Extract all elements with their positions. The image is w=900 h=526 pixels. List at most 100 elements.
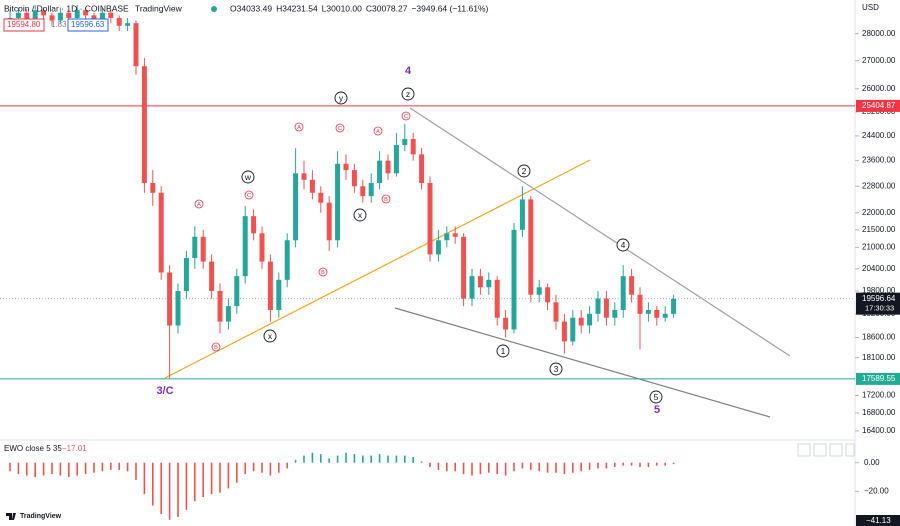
- histogram-bar: [412, 457, 414, 463]
- histogram-bar: [194, 462, 196, 502]
- y-tick-label: 17200.00: [862, 391, 896, 400]
- y-tick-label: 20400.00: [862, 264, 896, 273]
- candle-body: [125, 23, 131, 26]
- histogram-bar: [126, 462, 129, 472]
- button[interactable]: [797, 443, 811, 457]
- candle-body: [335, 163, 341, 241]
- quote: 1.83: [51, 20, 67, 29]
- y-tick-label: 19800.00: [862, 286, 896, 295]
- histogram-bar: [42, 462, 45, 476]
- quote-box: [3, 18, 45, 32]
- histogram-bar: [664, 462, 666, 466]
- histogram-bar: [294, 459, 297, 463]
- histogram-bar: [580, 462, 582, 472]
- wave-circle: [381, 194, 391, 204]
- candle-body: [469, 276, 475, 299]
- wave-circle: [211, 342, 221, 352]
- overlay: 4 3/C 5 y z w x x 2 4 1 3 5 A C B B A C A C B: [156, 65, 663, 416]
- ohlc-value: O34033.49: [230, 3, 272, 13]
- histogram-bar: [328, 458, 330, 463]
- histogram-bar: [555, 462, 557, 473]
- plot: [0, 5, 855, 520]
- wave-label: C: [338, 126, 342, 132]
- candle-body: [393, 145, 399, 174]
- candle-body: [620, 276, 626, 310]
- histogram-bar: [672, 462, 675, 465]
- histogram-bar: [227, 462, 230, 489]
- candle-body: [251, 216, 257, 234]
- candle-body: [595, 298, 601, 314]
- wave-label: C: [247, 193, 251, 199]
- price-label: 25404.87: [862, 101, 896, 110]
- candle-body: [427, 182, 433, 255]
- last-price-box: [856, 292, 900, 315]
- histogram-bar: [429, 462, 431, 467]
- wave-label: A: [197, 202, 201, 208]
- y-tick-label: 23600.00: [862, 156, 896, 165]
- indicator-title: EWO close 5 35: [4, 444, 62, 453]
- candle-body: [234, 276, 240, 307]
- price-label: 17589.55: [862, 374, 896, 383]
- status-dot: [211, 6, 217, 12]
- candle-body: [158, 192, 164, 273]
- y-tick-label: 16400.00: [862, 426, 896, 435]
- histogram-bar: [152, 462, 154, 506]
- histogram-bar: [563, 462, 566, 475]
- candle-body: [108, 12, 114, 18]
- button[interactable]: [845, 443, 855, 457]
- candle-body: [402, 138, 408, 146]
- wave-label: C: [404, 114, 408, 120]
- currency: USD: [862, 3, 879, 12]
- wave-label: 3: [554, 364, 559, 374]
- histogram-bar: [9, 462, 11, 472]
- candle-body: [41, 10, 47, 16]
- button[interactable]: [813, 443, 827, 457]
- wave-circle: [496, 344, 510, 358]
- wave-circle: [335, 123, 345, 133]
- wave-circle: [401, 87, 415, 101]
- candle-body: [259, 233, 265, 262]
- candle-body: [545, 287, 551, 303]
- quote: 19596.63: [71, 20, 105, 29]
- wave-circle: [244, 190, 254, 200]
- candle-body: [66, 12, 72, 18]
- logo-text: TradingView: [20, 513, 62, 520]
- candle-body: [32, 10, 38, 24]
- candle-body: [452, 233, 458, 237]
- wave-circle: [401, 111, 411, 121]
- histogram-bar: [504, 462, 507, 476]
- histogram-bar: [26, 462, 28, 476]
- candle-body: [511, 229, 517, 330]
- histogram-bar: [605, 462, 608, 469]
- logo-box: [4, 510, 58, 523]
- histogram-bar: [101, 462, 104, 472]
- candle-body: [368, 182, 374, 197]
- candle-body: [309, 179, 315, 193]
- histogram-bar: [378, 454, 381, 463]
- histogram-bar: [84, 462, 87, 475]
- wave-circle: [334, 91, 348, 105]
- histogram-bar: [261, 462, 263, 473]
- candle-body: [351, 170, 357, 187]
- histogram-bar: [236, 462, 238, 483]
- candle-body: [561, 321, 567, 342]
- trend-line: [164, 159, 591, 379]
- candle-body: [116, 17, 122, 26]
- candle-body: [435, 240, 441, 255]
- wave-circle: [318, 267, 328, 277]
- histogram-bar: [336, 455, 339, 463]
- wave-circle: [649, 390, 663, 404]
- y-tick-label: 27000.00: [862, 56, 896, 65]
- min-label: −41.13: [866, 516, 891, 525]
- histogram-bar: [68, 462, 70, 477]
- button[interactable]: [829, 443, 843, 457]
- histogram-bar: [630, 462, 633, 466]
- y-tick-label: 28000.00: [862, 29, 896, 38]
- candle-body: [167, 272, 173, 326]
- ohlc-value: L30010.00: [322, 3, 362, 13]
- y-tick-label: −20.00: [864, 486, 889, 495]
- candle-body: [133, 23, 139, 67]
- histogram-bar: [278, 462, 280, 473]
- y-tick-label: 18100.00: [862, 353, 896, 362]
